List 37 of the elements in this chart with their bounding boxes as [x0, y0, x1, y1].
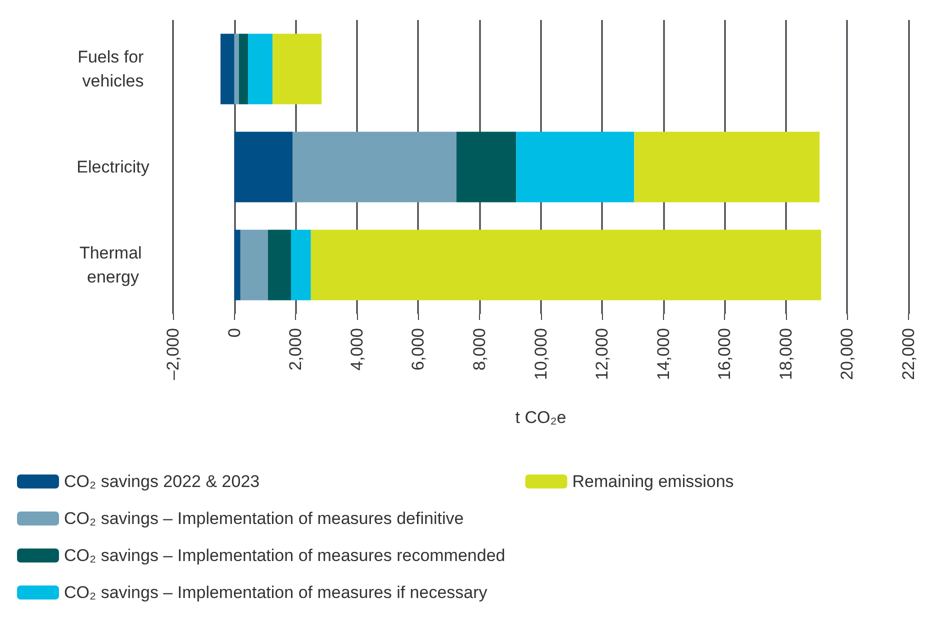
bar — [234, 34, 239, 104]
y-tick-label: Thermal energy — [79, 244, 147, 286]
x-tick-label: 10,000 — [531, 328, 550, 380]
bar — [292, 132, 456, 202]
x-tick-label: 18,000 — [776, 328, 796, 380]
bar — [634, 132, 820, 202]
legend-label: CO₂ savings 2022 & 2023 — [64, 472, 260, 491]
bar — [234, 230, 240, 300]
bar — [220, 34, 234, 104]
x-tick-label: 14,000 — [654, 328, 673, 380]
bar — [240, 230, 268, 300]
bar — [268, 230, 291, 300]
x-tick-label: 2,000 — [286, 328, 306, 371]
bar — [456, 132, 516, 202]
legend-label: CO₂ savings – Implementation of measures definitive — [64, 509, 464, 528]
x-tick-label: 16,000 — [715, 328, 734, 380]
bar — [248, 34, 273, 104]
legend-label: CO₂ savings – Implementation of measures recommended — [64, 546, 506, 565]
legend-label: Remaining emissions — [572, 472, 734, 491]
bar — [234, 132, 293, 202]
x-axis-title: t CO₂e — [515, 408, 566, 427]
x-tick-label: 20,000 — [838, 328, 857, 380]
x-tick-label: 6,000 — [408, 328, 428, 371]
x-tick-label: 4,000 — [347, 328, 366, 371]
y-tick-label: Electricity — [76, 158, 150, 176]
x-tick-label: 22,000 — [899, 328, 918, 380]
bar — [272, 34, 322, 104]
bar — [238, 34, 248, 104]
bar — [310, 230, 822, 300]
x-tick-label: 0 — [224, 328, 244, 338]
legend-label: CO₂ savings – Implementation of measures if necessary — [64, 583, 488, 602]
y-tick-label: Fuels for vehicles — [78, 48, 148, 90]
x-tick-label: 12,000 — [592, 328, 612, 380]
x-tick-label: 8,000 — [470, 328, 489, 371]
bar — [516, 132, 634, 202]
bar — [290, 230, 311, 300]
x-tick-label: –2,000 — [164, 328, 182, 380]
